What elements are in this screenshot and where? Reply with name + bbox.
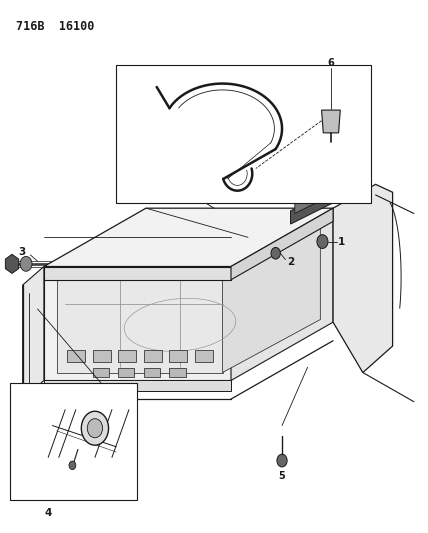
Circle shape xyxy=(69,461,76,470)
Bar xyxy=(118,368,134,377)
Polygon shape xyxy=(295,182,337,214)
Bar xyxy=(144,368,160,377)
Circle shape xyxy=(271,247,280,259)
Text: 716B  16100: 716B 16100 xyxy=(16,20,95,33)
Circle shape xyxy=(20,256,32,271)
Polygon shape xyxy=(44,208,333,266)
Bar xyxy=(144,350,162,362)
Polygon shape xyxy=(223,221,320,373)
Text: 6: 6 xyxy=(327,58,334,68)
Bar xyxy=(116,65,372,203)
Bar xyxy=(118,350,136,362)
Text: 4: 4 xyxy=(45,508,52,518)
Polygon shape xyxy=(291,190,333,224)
Bar xyxy=(67,350,85,362)
Bar xyxy=(93,350,111,362)
Circle shape xyxy=(87,419,103,438)
Text: 3: 3 xyxy=(18,247,26,257)
Polygon shape xyxy=(44,266,231,381)
Polygon shape xyxy=(6,254,19,273)
Bar xyxy=(195,350,213,362)
Polygon shape xyxy=(231,208,333,280)
Bar xyxy=(93,368,109,377)
Bar xyxy=(169,368,185,377)
Text: 2: 2 xyxy=(287,257,294,267)
Polygon shape xyxy=(56,280,223,373)
Circle shape xyxy=(277,454,287,467)
Polygon shape xyxy=(23,266,44,399)
Circle shape xyxy=(81,411,109,445)
Polygon shape xyxy=(44,381,231,391)
Polygon shape xyxy=(231,208,333,381)
Polygon shape xyxy=(44,266,231,280)
Bar xyxy=(10,383,137,500)
Text: 5: 5 xyxy=(279,471,285,481)
Circle shape xyxy=(317,235,328,248)
Text: 1: 1 xyxy=(338,237,345,247)
Polygon shape xyxy=(333,184,392,373)
Polygon shape xyxy=(321,110,340,133)
Bar xyxy=(169,350,187,362)
